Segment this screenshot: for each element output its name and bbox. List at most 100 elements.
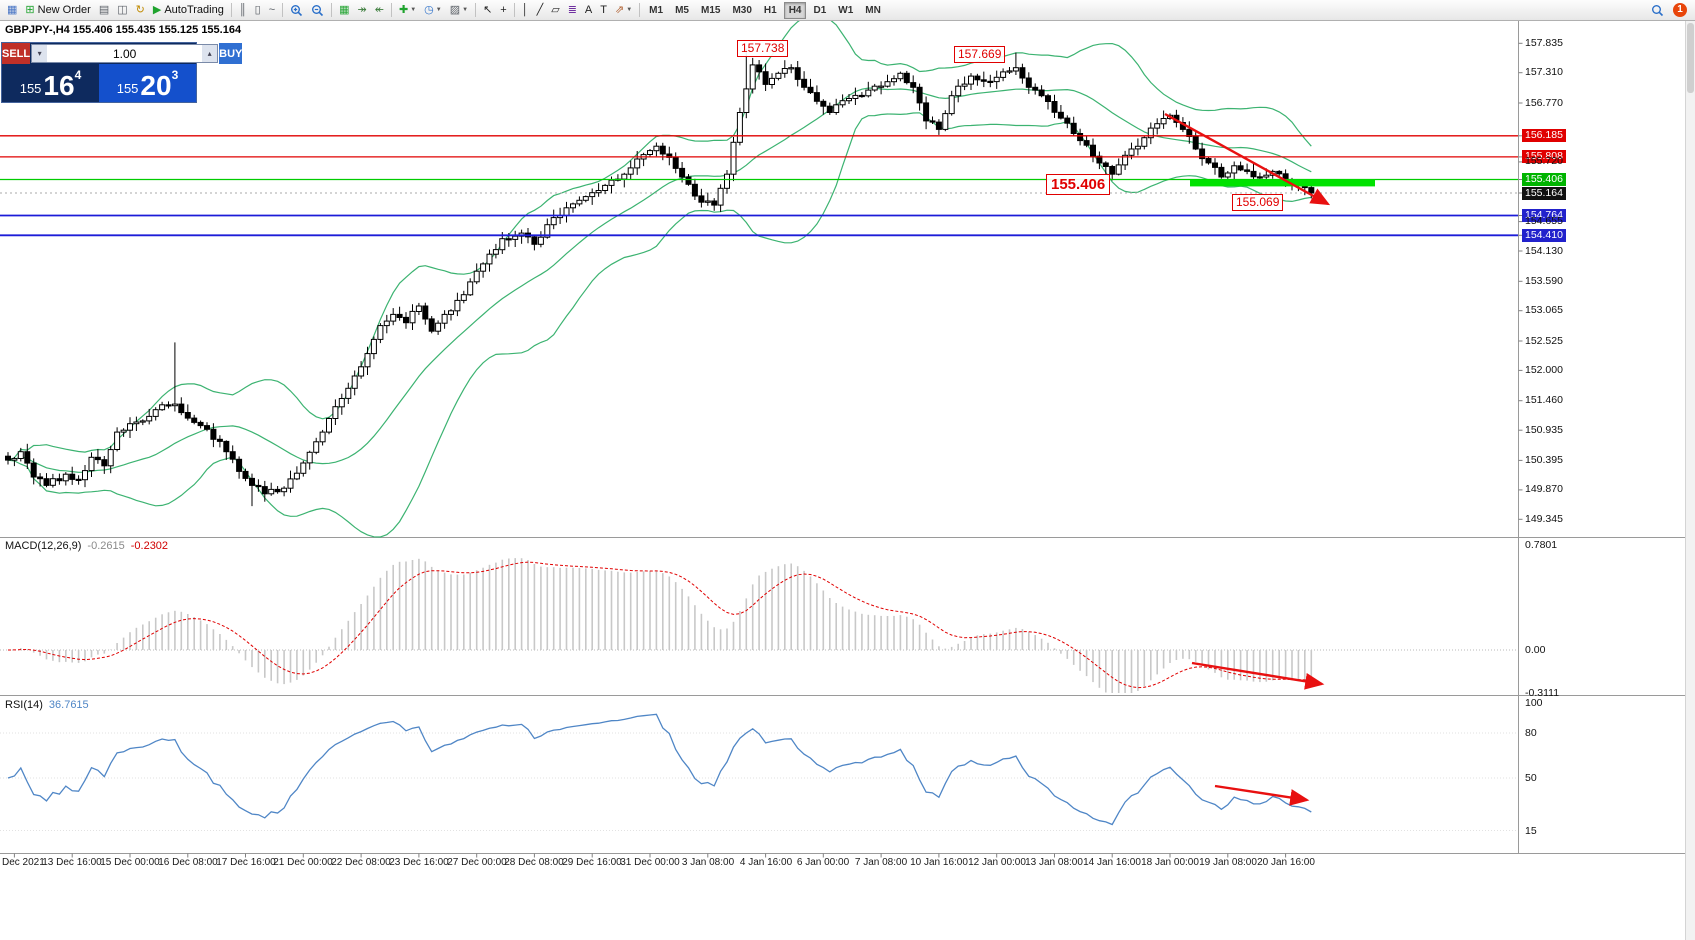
tile-windows-button[interactable]: ▦ bbox=[335, 1, 353, 19]
timeframe-m30-button[interactable]: M30 bbox=[732, 4, 752, 16]
templates-button[interactable]: ▨ ▼ bbox=[446, 1, 472, 19]
rsi-indicator bbox=[7, 713, 1312, 826]
support-highlight-bar[interactable] bbox=[1190, 179, 1375, 187]
trend-arrow-price[interactable] bbox=[1164, 112, 1331, 206]
volume-dropdown-button[interactable]: ▾ bbox=[32, 45, 48, 62]
auto-scroll-button[interactable]: ↠ bbox=[354, 1, 371, 19]
chevron-down-icon: ▼ bbox=[435, 7, 442, 13]
toolbar-buttons: ▦ ⊞ New Order ▤ ◫ ↻ ▶ AutoTrading ║ ▯ ~ ▦ ↠ ↞ ✚ ▼ ◷ ▼ ▨ ▼ ↖ +… bbox=[3, 0, 887, 20]
text-button[interactable]: A bbox=[581, 1, 596, 19]
toolbar-group: ↖ + bbox=[479, 0, 511, 20]
rsi-value: 36.7615 bbox=[48, 699, 89, 711]
new-order-button[interactable]: ⊞ New Order bbox=[21, 1, 94, 19]
toolbar-right: 1 bbox=[1647, 1, 1692, 19]
toolbar-separator bbox=[390, 3, 392, 17]
trade-panel-top-row: SELL ▾ ▴ BUY bbox=[2, 43, 243, 64]
line-chart-icon: ~ bbox=[268, 3, 276, 16]
scrollbar-thumb[interactable] bbox=[1687, 23, 1694, 93]
zoom-in-button[interactable] bbox=[286, 1, 307, 19]
line-chart-button[interactable]: ~ bbox=[265, 1, 279, 19]
rsi-name: RSI(14) bbox=[5, 699, 43, 711]
timeframe-m5-button[interactable]: M5 bbox=[675, 4, 689, 16]
volume-up-button[interactable]: ▴ bbox=[202, 45, 218, 62]
tile-grid-icon: ▦ bbox=[339, 3, 350, 16]
macd-indicator-label: MACD(12,26,9) -0.2615 -0.2302 bbox=[5, 540, 168, 552]
bar-chart-icon: ║ bbox=[238, 3, 247, 16]
print-preview-button[interactable]: ◫ bbox=[113, 1, 131, 19]
bar-chart-button[interactable]: ║ bbox=[235, 1, 251, 19]
chart-window-icon: ▦ bbox=[7, 3, 18, 16]
bid-pips: 16 bbox=[43, 70, 75, 101]
sell-button[interactable]: SELL bbox=[2, 43, 31, 64]
fibonacci-icon: ≣ bbox=[567, 3, 577, 16]
zoom-out-icon bbox=[312, 4, 324, 16]
trendline-icon: ╱ bbox=[536, 3, 544, 16]
symbol-header: GBPJPY-,H4 155.406 155.435 155.125 155.1… bbox=[5, 24, 242, 36]
horizontal-levels[interactable] bbox=[0, 135, 1518, 237]
notification-badge[interactable]: 1 bbox=[1673, 3, 1687, 17]
text-label-icon: T bbox=[600, 3, 607, 16]
bid-prefix: 155 bbox=[19, 81, 42, 96]
channel-button[interactable]: ▱ bbox=[547, 1, 563, 19]
buy-button[interactable]: BUY bbox=[219, 43, 243, 64]
crosshair-button[interactable]: + bbox=[496, 1, 510, 19]
zoom-out-button[interactable] bbox=[307, 1, 328, 19]
chart-shift-icon: ↞ bbox=[374, 3, 384, 16]
print-button[interactable]: ▤ bbox=[95, 1, 113, 19]
cursor-arrow-icon: ↖ bbox=[483, 3, 493, 16]
chart-shift-button[interactable]: ↞ bbox=[371, 1, 388, 19]
template-icon: ▨ bbox=[449, 3, 461, 16]
toolbar-group: ✚ ▼ ◷ ▼ ▨ ▼ bbox=[395, 0, 472, 20]
toolbar-group: ▦ ↠ ↞ bbox=[335, 0, 388, 20]
timeframe-w1-button[interactable]: W1 bbox=[838, 4, 854, 16]
volume-input[interactable] bbox=[47, 45, 203, 62]
toolbar-group: │ ╱ ▱ ≣ A T ⇗ ▼ bbox=[518, 0, 636, 20]
toolbar-group: ▦ ⊞ New Order ▤ ◫ ↻ ▶ AutoTrading bbox=[3, 0, 228, 20]
ask-price-button[interactable]: 155 20 3 bbox=[99, 64, 196, 102]
timeframe-d1-button[interactable]: D1 bbox=[813, 4, 827, 16]
cursor-button[interactable]: ↖ bbox=[479, 1, 496, 19]
new-chart-button[interactable]: ▦ bbox=[3, 1, 21, 19]
macd-signal-value: -0.2302 bbox=[130, 540, 169, 552]
timeframe-h4-button[interactable]: H4 bbox=[783, 1, 807, 19]
vertical-scrollbar[interactable] bbox=[1685, 21, 1695, 940]
profiles-button[interactable]: ↻ bbox=[132, 1, 149, 19]
chevron-down-icon: ▼ bbox=[626, 7, 633, 13]
autotrading-button[interactable]: ▶ AutoTrading bbox=[149, 1, 228, 19]
indicators-button[interactable]: ✚ ▼ bbox=[395, 1, 420, 19]
macd-indicator bbox=[7, 558, 1313, 693]
trendline-button[interactable]: ╱ bbox=[533, 1, 548, 19]
shapes-button[interactable]: ⇗ ▼ bbox=[611, 1, 636, 19]
timeframe-m1-button[interactable]: M1 bbox=[649, 4, 664, 16]
timeframe-h1-button[interactable]: H1 bbox=[763, 4, 777, 16]
printer-icon: ▤ bbox=[98, 3, 110, 16]
vertical-line-button[interactable]: │ bbox=[518, 1, 533, 19]
periods-button[interactable]: ◷ ▼ bbox=[420, 1, 446, 19]
text-label-button[interactable]: T bbox=[596, 1, 611, 19]
search-button[interactable] bbox=[1647, 1, 1668, 19]
candlestick-chart-button[interactable]: ▯ bbox=[251, 1, 265, 19]
ask-point: 3 bbox=[171, 68, 179, 82]
arrow-shapes-icon: ⇗ bbox=[615, 3, 625, 16]
bid-price-button[interactable]: 155 16 4 bbox=[2, 64, 99, 102]
chevron-down-icon: ▼ bbox=[462, 7, 469, 13]
toolbar-separator bbox=[230, 3, 232, 17]
fibonacci-button[interactable]: ≣ bbox=[564, 1, 581, 19]
timeframe-mn-button[interactable]: MN bbox=[865, 4, 881, 16]
trend-arrow-rsi[interactable] bbox=[1214, 784, 1310, 806]
timeframe-m15-button[interactable]: M15 bbox=[700, 4, 721, 16]
one-click-trading-panel: SELL ▾ ▴ BUY 155 16 4 155 20 3 bbox=[1, 42, 243, 103]
toolbar: ▦ ⊞ New Order ▤ ◫ ↻ ▶ AutoTrading ║ ▯ ~ ▦ ↠ ↞ ✚ ▼ ◷ ▼ ▨ ▼ ↖ +… bbox=[0, 0, 1695, 21]
toolbar-group: ║ ▯ ~ bbox=[235, 0, 279, 20]
zoom-in-icon bbox=[291, 4, 303, 16]
auto-scroll-icon: ↠ bbox=[357, 3, 367, 16]
trend-arrow-macd[interactable] bbox=[1191, 661, 1325, 690]
chevron-down-icon: ▼ bbox=[410, 7, 417, 13]
trade-panel-prices: 155 16 4 155 20 3 bbox=[2, 64, 196, 102]
print-preview-icon: ◫ bbox=[117, 3, 128, 16]
text-icon: A bbox=[584, 3, 593, 16]
toolbar-separator bbox=[475, 3, 477, 17]
toolbar-separator bbox=[513, 3, 515, 17]
